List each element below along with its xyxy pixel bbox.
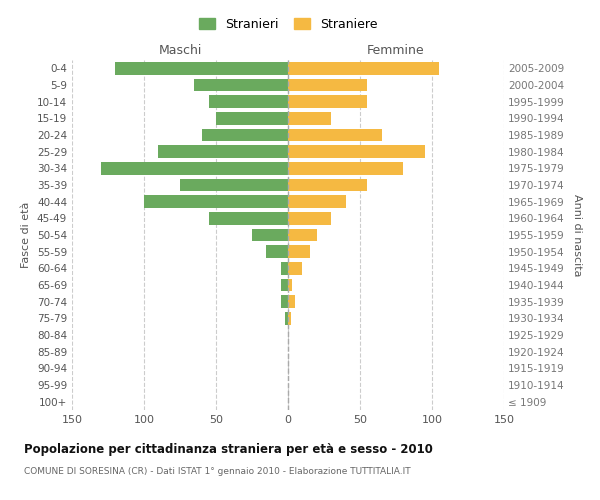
Bar	[288, 196, 346, 208]
Bar	[285, 312, 288, 324]
Bar	[115, 62, 288, 74]
Y-axis label: Anni di nascita: Anni di nascita	[572, 194, 581, 276]
Bar	[266, 246, 288, 258]
Bar	[288, 129, 382, 141]
Bar	[288, 279, 292, 291]
Bar	[288, 212, 331, 224]
Bar	[216, 112, 288, 124]
Legend: Stranieri, Straniere: Stranieri, Straniere	[195, 14, 381, 34]
Bar	[288, 246, 310, 258]
Text: Maschi: Maschi	[158, 44, 202, 57]
Text: Femmine: Femmine	[367, 44, 425, 57]
Text: COMUNE DI SORESINA (CR) - Dati ISTAT 1° gennaio 2010 - Elaborazione TUTTITALIA.I: COMUNE DI SORESINA (CR) - Dati ISTAT 1° …	[24, 468, 410, 476]
Bar	[158, 146, 288, 158]
Bar	[288, 162, 403, 174]
Bar	[288, 79, 367, 92]
Bar	[288, 296, 295, 308]
Bar	[288, 312, 291, 324]
Bar	[288, 146, 425, 158]
Bar	[288, 179, 367, 192]
Bar	[288, 62, 439, 74]
Bar	[288, 262, 302, 274]
Bar	[180, 179, 288, 192]
Bar	[281, 262, 288, 274]
Text: Popolazione per cittadinanza straniera per età e sesso - 2010: Popolazione per cittadinanza straniera p…	[24, 442, 433, 456]
Bar	[209, 96, 288, 108]
Bar	[202, 129, 288, 141]
Bar	[288, 96, 367, 108]
Bar	[144, 196, 288, 208]
Bar	[209, 212, 288, 224]
Bar	[281, 279, 288, 291]
Bar	[288, 112, 331, 124]
Bar	[281, 296, 288, 308]
Bar	[252, 229, 288, 241]
Bar	[288, 229, 317, 241]
Bar	[194, 79, 288, 92]
Bar	[101, 162, 288, 174]
Y-axis label: Fasce di età: Fasce di età	[22, 202, 31, 268]
